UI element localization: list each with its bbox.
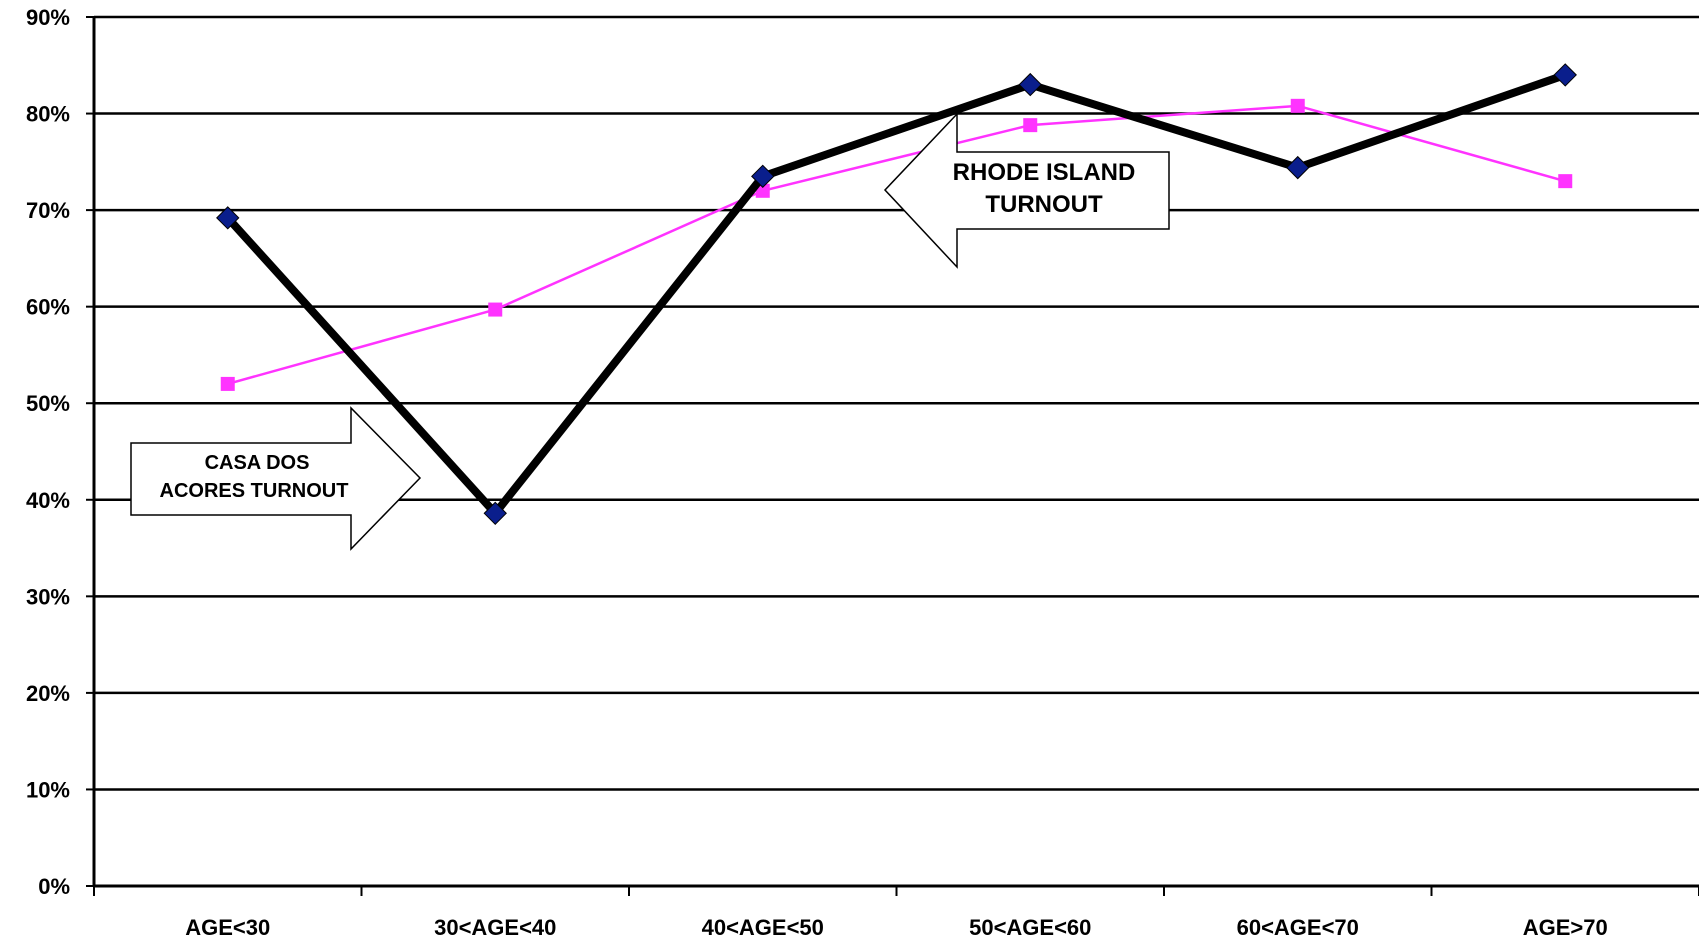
series-casa-point	[1286, 155, 1310, 180]
series-casa-point	[1553, 63, 1577, 87]
x-tick-label: 50<AGE<60	[969, 915, 1091, 940]
left-arrow-shape	[883, 112, 1170, 269]
series-ri-point	[1558, 174, 1573, 189]
y-tick-label: 80%	[26, 102, 70, 127]
y-tick-label: 0%	[38, 874, 70, 899]
series-casa-point	[751, 164, 775, 189]
x-tick-label: AGE>70	[1523, 915, 1608, 940]
series-layer	[216, 63, 1577, 526]
series-casa	[216, 63, 1577, 526]
annotation-casa-line-2: ACORES TURNOUT	[160, 480, 349, 502]
y-tick-label: 50%	[26, 391, 70, 416]
series-ri	[220, 98, 1573, 391]
x-tick-label: 60<AGE<70	[1237, 915, 1359, 940]
x-axis-tick-labels: AGE<30 30<AGE<40 40<AGE<50 50<AGE<60 60<AGE<…	[185, 915, 1608, 940]
annotation-casa-arrow: CASA DOS ACORES TURNOUT	[130, 406, 422, 551]
annotation-ri-line-1: RHODE ISLAND	[953, 159, 1136, 186]
annotation-casa-line-1: CASA DOS	[205, 452, 310, 474]
series-casa-point	[483, 501, 507, 526]
series-casa-point	[1018, 72, 1042, 97]
y-tick-label: 90%	[26, 5, 70, 30]
x-tick-label: 40<AGE<50	[702, 915, 824, 940]
right-arrow-shape	[130, 406, 422, 551]
y-tick-label: 40%	[26, 488, 70, 513]
y-axis-tick-labels: 0% 10% 20% 30% 40% 50% 60% 70% 80% 90%	[26, 5, 94, 899]
y-tick-label: 30%	[26, 584, 70, 609]
x-axis-ticks	[93, 886, 1699, 896]
series-casa-line	[223, 70, 1570, 518]
series-ri-point	[220, 376, 235, 391]
series-casa-point	[216, 206, 240, 230]
y-tick-label: 20%	[26, 681, 70, 706]
y-tick-label: 10%	[26, 777, 70, 802]
y-tick-label: 60%	[26, 295, 70, 320]
annotation-ri-arrow: RHODE ISLAND TURNOUT	[883, 112, 1170, 269]
x-tick-label: AGE<30	[185, 915, 270, 940]
annotation-ri-line-2: TURNOUT	[985, 191, 1103, 218]
series-ri-point	[1290, 98, 1305, 113]
x-tick-label: 30<AGE<40	[434, 915, 556, 940]
series-ri-line	[226, 104, 1567, 386]
series-ri-point	[1023, 118, 1038, 133]
series-ri-point	[755, 183, 770, 198]
series-ri-point	[488, 302, 503, 317]
y-tick-label: 70%	[26, 198, 70, 223]
